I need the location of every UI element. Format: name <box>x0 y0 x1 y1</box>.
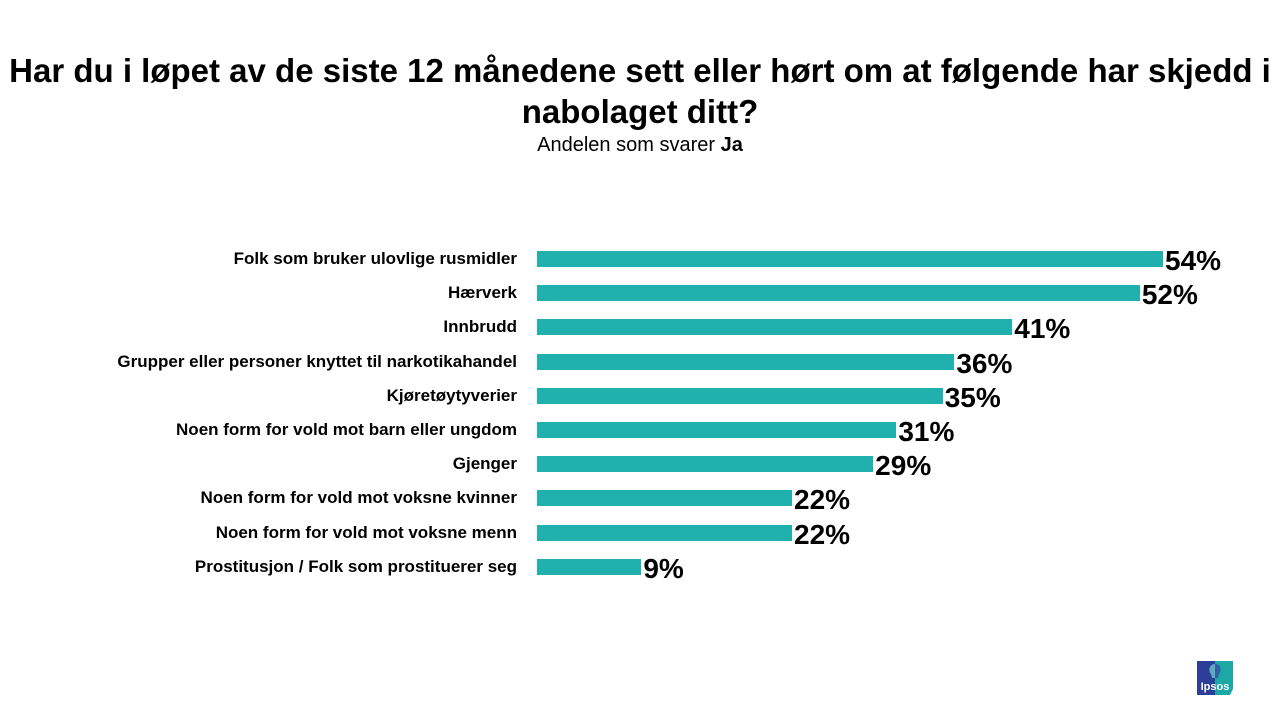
category-label: Innbrudd <box>443 317 517 337</box>
value-label: 52% <box>1141 279 1198 311</box>
bar <box>537 251 1163 267</box>
bar <box>537 387 943 404</box>
value-label: 35% <box>944 381 1001 413</box>
value-label: 9% <box>643 552 684 584</box>
chart-title: Har du i løpet av de siste 12 månedene s… <box>9 52 1271 130</box>
bar <box>537 456 874 473</box>
category-label: Noen form for vold mot barn eller ungdom <box>176 420 517 439</box>
category-label: Noen form for vold mot voksne kvinner <box>200 488 517 508</box>
bar <box>537 422 897 438</box>
bar <box>537 558 642 575</box>
ipsos-logo: Ipsos <box>1197 661 1233 695</box>
chart-subtitle: Andelen som svarer Ja <box>0 134 1280 157</box>
bar <box>537 524 793 541</box>
value-label: 36% <box>956 347 1013 379</box>
value-label: 54% <box>1165 245 1222 276</box>
value-label: 31% <box>898 416 955 447</box>
category-label: Grupper eller personer knyttet til narko… <box>117 351 517 371</box>
value-label: 41% <box>1014 313 1071 345</box>
value-label: 22% <box>794 518 851 550</box>
value-label: 29% <box>875 450 932 482</box>
category-label: Hærverk <box>448 283 517 303</box>
bar <box>537 319 1013 336</box>
category-label: Noen form for vold mot voksne menn <box>215 522 517 542</box>
svg-text:Ipsos: Ipsos <box>1201 681 1230 693</box>
value-label: 22% <box>794 484 851 516</box>
category-label: Kjøretøytyverier <box>386 385 517 405</box>
bar <box>537 353 955 370</box>
bar <box>537 285 1140 302</box>
category-label: Gjenger <box>452 454 517 474</box>
category-label: Prostitusjon / Folk som prostituerer seg <box>194 556 517 576</box>
bar <box>537 490 793 507</box>
category-label: Folk som bruker ulovlige rusmidler <box>233 249 517 268</box>
subtitle-bold: Ja <box>720 134 743 156</box>
subtitle-prefix: Andelen som svarer <box>537 134 716 156</box>
